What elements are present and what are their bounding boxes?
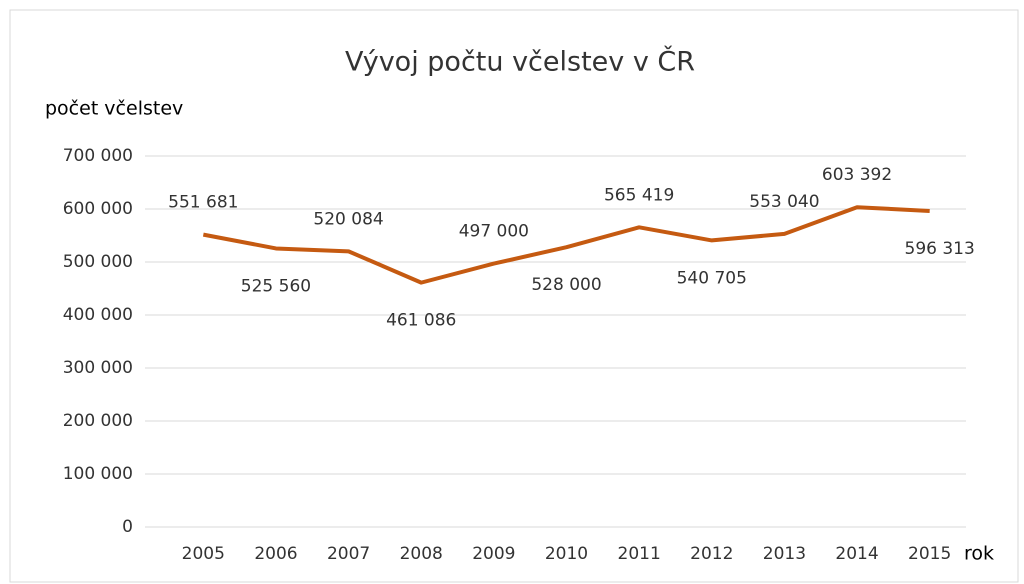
x-axis-title: rok	[964, 543, 994, 565]
data-label: 603 392	[822, 165, 892, 185]
chart-border	[9, 9, 1019, 583]
x-tick-label: 2014	[835, 544, 878, 564]
x-tick-label: 2010	[545, 544, 588, 564]
data-label: 596 313	[905, 239, 975, 259]
x-tick-label: 2013	[763, 544, 806, 564]
data-line	[202, 205, 930, 285]
data-label: 565 419	[604, 185, 674, 205]
data-label: 525 560	[241, 276, 311, 296]
y-tick-label: 300 000	[63, 358, 133, 378]
data-label: 553 040	[749, 192, 819, 212]
x-tick-label: 2008	[400, 544, 443, 564]
y-tick-label: 100 000	[63, 464, 133, 484]
y-tick-label: 0	[122, 517, 133, 537]
y-axis-title: počet včelstev	[45, 98, 183, 120]
x-tick-label: 2006	[254, 544, 297, 564]
x-tick-label: 2005	[182, 544, 225, 564]
data-label: 497 000	[459, 222, 529, 242]
x-tick-label: 2009	[472, 544, 515, 564]
data-label: 528 000	[531, 275, 601, 295]
y-tick-label: 600 000	[63, 199, 133, 219]
y-tick-label: 200 000	[63, 411, 133, 431]
y-tick-label: 500 000	[63, 252, 133, 272]
x-tick-label: 2011	[618, 544, 661, 564]
chart-title: Vývoj počtu včelstev v ČR	[345, 46, 695, 78]
x-tick-label: 2007	[327, 544, 370, 564]
data-label: 540 705	[677, 268, 747, 288]
data-label: 520 084	[313, 209, 383, 229]
x-tick-label: 2015	[908, 544, 951, 564]
data-label: 551 681	[168, 193, 238, 213]
data-label: 461 086	[386, 311, 456, 331]
y-tick-label: 400 000	[63, 305, 133, 325]
y-tick-label: 700 000	[63, 146, 133, 166]
x-tick-label: 2012	[690, 544, 733, 564]
